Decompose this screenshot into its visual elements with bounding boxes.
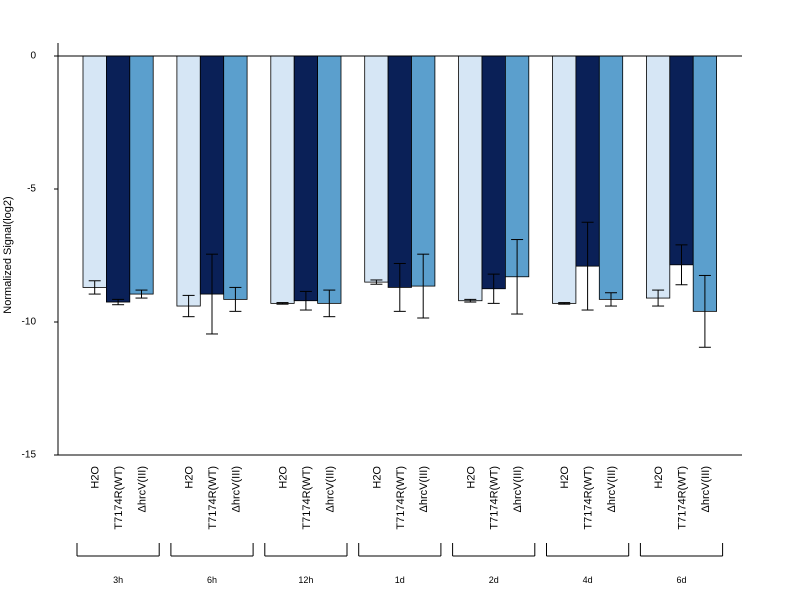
bar-category-label: H2O	[653, 466, 665, 489]
group-label: 3h	[113, 575, 123, 585]
bar-category-label: ΔhrcV(III)	[137, 466, 149, 512]
bar-category-label: T7174R(WT)	[301, 466, 313, 530]
y-tick-label: -10	[22, 317, 37, 328]
bar-category-label: H2O	[184, 466, 196, 489]
bar	[646, 55, 671, 299]
bar	[223, 55, 248, 300]
bar-category-label: ΔhrcV(III)	[230, 466, 242, 512]
bar	[129, 55, 154, 295]
bar-category-label: T7174R(WT)	[583, 466, 595, 530]
bar	[317, 55, 342, 304]
bar	[106, 55, 131, 303]
bar	[176, 55, 201, 307]
bar-category-label: H2O	[371, 466, 383, 489]
group-label: 6d	[676, 575, 686, 585]
bar-category-label: T7174R(WT)	[677, 466, 689, 530]
bar	[387, 55, 412, 288]
bar-category-label: T7174R(WT)	[395, 466, 407, 530]
bar-category-label: T7174R(WT)	[113, 466, 125, 530]
bar	[598, 55, 624, 300]
bar	[82, 55, 107, 288]
bar-category-label: T7174R(WT)	[207, 466, 219, 530]
bar-category-label: ΔhrcV(III)	[418, 466, 430, 512]
bar	[270, 55, 295, 304]
group-label: 4d	[583, 575, 593, 585]
bar-category-label: H2O	[90, 466, 102, 489]
group-label: 1d	[395, 575, 405, 585]
bar	[669, 55, 694, 266]
bar	[692, 55, 718, 312]
bar	[552, 55, 577, 304]
y-tick-label: -15	[22, 450, 37, 461]
bar	[364, 55, 389, 283]
bar	[458, 55, 483, 302]
bar-category-label: ΔhrcV(III)	[324, 466, 336, 512]
bar-category-label: T7174R(WT)	[489, 466, 501, 530]
y-axis-label: Normalized Signal(log2)	[2, 196, 14, 313]
bar	[293, 55, 319, 302]
bar-category-label: H2O	[278, 466, 290, 489]
bar-category-label: ΔhrcV(III)	[606, 466, 618, 512]
group-label: 12h	[298, 575, 313, 585]
bar-category-label: H2O	[559, 466, 571, 489]
y-tick-label: -5	[27, 184, 36, 195]
bar	[411, 55, 436, 287]
y-tick-label: 0	[30, 51, 36, 62]
bar-category-label: H2O	[465, 466, 477, 489]
group-label: 6h	[207, 575, 217, 585]
bar	[481, 55, 506, 290]
group-label: 2d	[489, 575, 499, 585]
bar-category-label: ΔhrcV(III)	[700, 466, 712, 512]
bar-category-label: ΔhrcV(III)	[512, 466, 524, 512]
